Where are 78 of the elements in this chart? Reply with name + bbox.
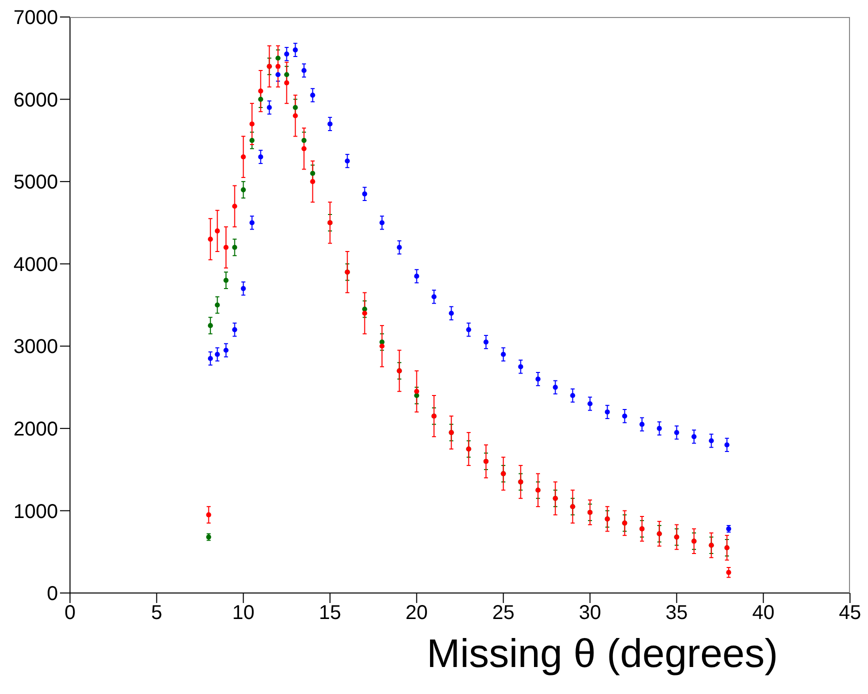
x-tick-label: 30 — [578, 602, 602, 624]
y-tick-label: 7000 — [14, 7, 58, 30]
point — [223, 348, 229, 353]
point — [466, 327, 472, 332]
point — [214, 302, 220, 308]
point — [708, 438, 714, 444]
x-tick-label: 0 — [64, 602, 76, 624]
point — [604, 409, 610, 414]
point — [552, 384, 558, 390]
point — [249, 220, 255, 226]
point — [266, 104, 272, 110]
point — [240, 154, 246, 160]
x-tick-label: 35 — [666, 602, 688, 624]
point — [292, 104, 298, 110]
point — [691, 434, 697, 440]
x-tick-label: 5 — [151, 602, 162, 624]
y-tick-label: 4000 — [14, 254, 58, 276]
point — [414, 274, 420, 279]
point — [500, 352, 506, 357]
point — [310, 92, 316, 98]
point — [362, 191, 368, 196]
point — [483, 340, 489, 345]
x-tick-label: 25 — [492, 602, 514, 624]
point — [249, 121, 255, 126]
x-tick-label: 15 — [318, 602, 342, 624]
point — [258, 96, 264, 102]
point — [448, 310, 454, 316]
point — [344, 158, 350, 164]
point — [206, 512, 212, 518]
x-tick-label: 45 — [838, 602, 862, 624]
point — [379, 340, 385, 345]
point — [240, 187, 246, 192]
point — [240, 286, 246, 292]
point — [587, 401, 593, 406]
point — [327, 121, 333, 126]
point — [232, 327, 238, 332]
y-tick-label: 0 — [46, 583, 58, 606]
y-tick-label: 2000 — [14, 418, 58, 441]
point — [396, 244, 402, 250]
point — [726, 570, 732, 575]
x-tick-label: 20 — [406, 602, 428, 624]
point — [724, 442, 730, 448]
y-tick-label: 5000 — [14, 172, 58, 194]
point — [301, 138, 307, 143]
point — [622, 414, 628, 419]
point — [208, 356, 213, 362]
point — [535, 376, 541, 382]
point — [275, 56, 281, 61]
point — [208, 236, 213, 242]
point — [232, 244, 238, 250]
point — [223, 278, 229, 283]
point — [208, 323, 213, 328]
point — [258, 154, 264, 160]
point — [232, 204, 238, 209]
point — [214, 228, 220, 234]
point — [379, 220, 385, 226]
point — [301, 68, 307, 74]
point — [431, 294, 437, 300]
point — [570, 392, 576, 398]
point — [674, 430, 680, 436]
point — [223, 244, 229, 250]
point — [284, 72, 290, 78]
x-tick-label: 40 — [752, 602, 774, 624]
x-tick-label: 10 — [232, 602, 254, 624]
y-tick-label: 3000 — [14, 336, 58, 358]
point — [379, 344, 385, 349]
point — [518, 364, 524, 370]
point — [656, 426, 662, 431]
y-tick-label: 6000 — [14, 89, 58, 112]
point — [639, 422, 645, 427]
x-axis-title: Missing θ (degrees) — [426, 632, 778, 677]
point — [284, 52, 290, 57]
point — [275, 72, 281, 78]
point — [310, 170, 316, 176]
point — [214, 352, 220, 357]
point — [249, 138, 255, 143]
y-tick-label: 1000 — [14, 500, 58, 523]
point — [292, 47, 298, 52]
